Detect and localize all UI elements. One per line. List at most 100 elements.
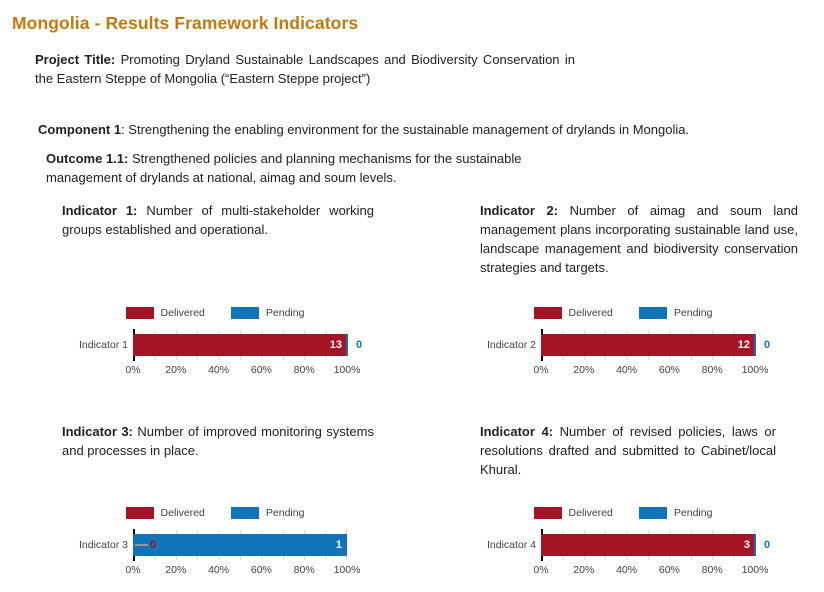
indicator-2-label: Indicator 2: (480, 203, 559, 218)
pending-swatch-icon (230, 307, 259, 319)
delivered-value-label: 13 (329, 339, 342, 351)
delivered-swatch-icon (533, 507, 562, 519)
x-tick: 60% (658, 564, 680, 576)
pending-value-label: 0 (764, 339, 771, 351)
pending-zero-bar (754, 334, 756, 356)
x-tick: 20% (573, 364, 595, 376)
project-title-text: Promoting Dryland Sustainable Landscapes… (35, 52, 575, 86)
delivered-swatch-icon (125, 307, 154, 319)
outcome-text: Strengthened policies and planning mecha… (46, 151, 522, 185)
pending-value-label: 1 (335, 539, 342, 551)
plot-area: 1 0 (133, 529, 347, 561)
x-axis: 0% 20% 40% 60% 80% 100% (125, 364, 360, 377)
chart-legend: Delivered Pending (480, 506, 766, 520)
legend-label-pending: Pending (673, 507, 713, 519)
legend-label-delivered: Delivered (568, 507, 613, 519)
legend-item-pending: Pending (230, 307, 305, 319)
indicator-1-label: Indicator 1: (62, 203, 138, 218)
delivered-value-label: 3 (743, 539, 750, 551)
category-label: Indicator 4 (486, 539, 536, 551)
x-tick: 100% (741, 564, 769, 576)
project-title-paragraph: Project Title: Promoting Dryland Sustain… (35, 51, 575, 89)
bar-row: Indicator 2 12 0 (480, 329, 770, 361)
x-tick: 100% (333, 364, 361, 376)
delivered-bar: 12 (541, 334, 755, 356)
x-tick: 0% (533, 564, 549, 576)
category-label: Indicator 3 (78, 539, 128, 551)
x-tick: 40% (616, 564, 638, 576)
indicator-3-paragraph: Indicator 3: Number of improved monitori… (62, 423, 374, 461)
delivered-value-label: 12 (737, 339, 750, 351)
legend-label-pending: Pending (673, 307, 713, 319)
pending-zero-bar (346, 334, 348, 356)
chart-legend: Delivered Pending (72, 306, 358, 320)
delivered-value-label: 0 (150, 539, 157, 551)
plot-area: 12 0 (541, 329, 770, 361)
legend-label-delivered: Delivered (160, 507, 205, 519)
indicator-1-paragraph: Indicator 1: Number of multi-stakeholder… (62, 202, 374, 240)
delivered-bar: 3 (541, 534, 755, 556)
chart-legend: Delivered Pending (72, 506, 358, 520)
x-tick: 80% (701, 364, 723, 376)
indicator-1-text: Number of multi-stakeholder working grou… (62, 203, 374, 237)
legend-item-pending: Pending (230, 507, 305, 519)
delivered-swatch-icon (533, 307, 562, 319)
legend-label-pending: Pending (265, 307, 305, 319)
indicator-2-paragraph: Indicator 2: Number of aimag and soum la… (480, 202, 798, 277)
x-tick: 100% (333, 564, 361, 576)
plot-area: 13 0 (133, 329, 362, 361)
legend-item-delivered: Delivered (533, 507, 613, 519)
bar-row: Indicator 3 1 0 (72, 529, 358, 561)
indicator-3-chart: Delivered Pending Indicator 3 1 0 0% 20%… (72, 506, 360, 577)
indicator-4-text: Number of revised policies, laws or reso… (480, 424, 776, 477)
component-label: Component 1 (38, 122, 122, 137)
x-tick: 0% (533, 364, 549, 376)
legend-item-delivered: Delivered (125, 307, 205, 319)
pending-bar: 1 (133, 534, 347, 556)
legend-label-delivered: Delivered (568, 307, 613, 319)
x-tick: 60% (250, 364, 272, 376)
bar-row: Indicator 4 3 0 (480, 529, 770, 561)
x-tick: 80% (701, 564, 723, 576)
leader-line (135, 544, 148, 546)
delivered-bar: 13 (133, 334, 347, 356)
indicator-4-paragraph: Indicator 4: Number of revised policies,… (480, 423, 776, 480)
legend-label-delivered: Delivered (160, 307, 205, 319)
indicator-4-chart: Delivered Pending Indicator 4 3 0 0% 20%… (480, 506, 770, 577)
legend-item-delivered: Delivered (125, 507, 205, 519)
x-tick: 40% (616, 364, 638, 376)
x-axis: 0% 20% 40% 60% 80% 100% (533, 364, 768, 377)
legend-item-pending: Pending (638, 507, 713, 519)
delivered-swatch-icon (125, 507, 154, 519)
x-tick: 60% (658, 364, 680, 376)
indicator-1-chart: Delivered Pending Indicator 1 13 0 0% 20… (72, 306, 362, 377)
x-tick: 80% (293, 564, 315, 576)
x-tick: 40% (208, 564, 230, 576)
pending-swatch-icon (638, 307, 667, 319)
indicator-3-text: Number of improved monitoring systems an… (62, 424, 374, 458)
x-tick: 20% (165, 564, 187, 576)
plot-area: 3 0 (541, 529, 770, 561)
category-label: Indicator 2 (486, 339, 536, 351)
outcome-paragraph: Outcome 1.1: Strengthened policies and p… (46, 150, 594, 188)
x-axis: 0% 20% 40% 60% 80% 100% (533, 564, 768, 577)
indicator-2-text: Number of aimag and soum land management… (480, 203, 798, 275)
indicator-2-chart: Delivered Pending Indicator 2 12 0 0% 20… (480, 306, 770, 377)
x-axis: 0% 20% 40% 60% 80% 100% (125, 564, 360, 577)
project-title-label: Project Title: (35, 52, 116, 67)
x-tick: 100% (741, 364, 769, 376)
component-paragraph: Component 1: Strengthening the enabling … (38, 121, 816, 140)
chart-legend: Delivered Pending (480, 306, 766, 320)
pending-swatch-icon (638, 507, 667, 519)
pending-value-label: 0 (764, 539, 771, 551)
indicator-4-label: Indicator 4: (480, 424, 554, 439)
pending-swatch-icon (230, 507, 259, 519)
legend-item-pending: Pending (638, 307, 713, 319)
indicator-3-label: Indicator 3: (62, 424, 133, 439)
outcome-label: Outcome 1.1: (46, 151, 129, 166)
legend-label-pending: Pending (265, 507, 305, 519)
x-tick: 20% (165, 364, 187, 376)
legend-item-delivered: Delivered (533, 307, 613, 319)
x-tick: 0% (125, 364, 141, 376)
